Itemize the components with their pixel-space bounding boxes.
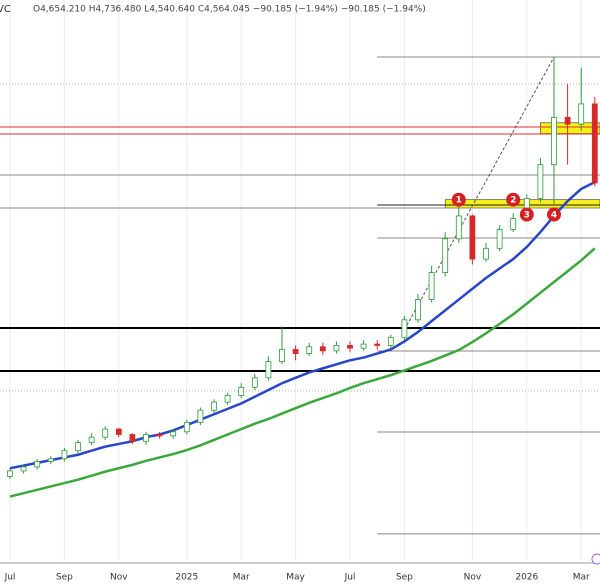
candle-body (143, 434, 149, 442)
x-tick-label: Nov (464, 573, 482, 583)
candle-body (469, 215, 476, 260)
x-tick-label: Mar (233, 573, 250, 583)
candle-body (319, 346, 326, 352)
x-tick-label: May (286, 573, 305, 583)
candle-body (251, 377, 258, 388)
candle-body (279, 349, 285, 363)
candle-body (387, 336, 394, 346)
levels (0, 56, 600, 535)
candle-body (306, 346, 313, 354)
candle-body (442, 238, 449, 273)
candle-body (34, 461, 41, 468)
x-tick-label: Mar (573, 573, 590, 583)
marks (7, 56, 598, 498)
candle-body (401, 319, 408, 338)
candle-body (347, 345, 353, 349)
candle-body (333, 345, 340, 352)
candle-body (578, 103, 585, 125)
marker (451, 192, 466, 207)
marker-label: 4 (551, 211, 557, 221)
candle-body (47, 458, 54, 462)
x-tick-label: 2026 (515, 573, 538, 583)
candle-body (374, 343, 381, 346)
candle-body (591, 103, 598, 184)
marker-label: 1 (456, 196, 462, 206)
candle-body (265, 361, 272, 379)
marker (547, 207, 561, 222)
candle-body (156, 434, 163, 437)
ohlc-header: O4,654.210 H4,736.480 L4,540.640 C4,564.… (33, 5, 426, 15)
marker-label: 3 (524, 211, 530, 221)
candle-body (564, 116, 571, 125)
candle-body (428, 272, 435, 300)
x-tick-label: Jul (344, 573, 356, 583)
candle-body (129, 434, 136, 442)
candle-body (238, 386, 245, 396)
marker (506, 192, 521, 207)
candle-body (211, 401, 217, 411)
symbol: VC (0, 4, 11, 15)
candle-body (7, 470, 13, 477)
candle-body (455, 215, 462, 240)
marker (519, 207, 534, 222)
candle-body (551, 116, 557, 166)
candle-body (102, 428, 109, 438)
candle-body (360, 343, 367, 349)
candle-body (88, 436, 95, 444)
candle-body (510, 218, 517, 230)
candle-body (496, 228, 503, 249)
candle-body (537, 164, 544, 199)
candle-body (75, 442, 81, 452)
candle-body (20, 466, 27, 472)
zone (444, 199, 600, 209)
candle-body (183, 421, 190, 433)
chart-icon[interactable] (591, 553, 600, 565)
moving-average (9, 181, 596, 470)
moving-average (9, 247, 596, 498)
candle-body (292, 349, 299, 354)
x-tick-label: Jul (4, 573, 16, 583)
candle-body (170, 431, 177, 437)
candle-body (415, 299, 421, 321)
x-tick-label: Nov (110, 573, 128, 583)
x-tick-label: Sep (396, 573, 413, 583)
candle-body (61, 450, 68, 460)
candle-body (197, 409, 204, 423)
candle-body (224, 394, 231, 403)
candle-body (115, 428, 122, 435)
x-tick-label: Sep (56, 573, 73, 583)
candle-body (483, 247, 489, 260)
x-tick-label: 2025 (175, 573, 198, 583)
marker-label: 2 (510, 196, 516, 206)
